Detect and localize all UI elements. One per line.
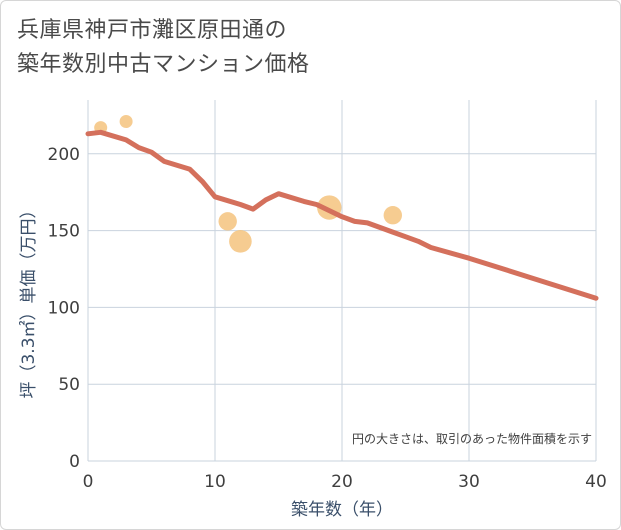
data-bubble (119, 115, 133, 129)
data-bubble (383, 206, 402, 225)
y-tick-label: 50 (58, 375, 80, 395)
y-tick-label: 0 (69, 452, 80, 472)
x-tick-labels: 0 10 20 30 40 (83, 472, 607, 492)
size-note: 円の大きさは、取引のあった物件面積を示す (352, 431, 592, 446)
x-tick-label: 10 (204, 472, 226, 492)
x-tick-label: 40 (585, 472, 607, 492)
chart-title-line-1: 兵庫県神戸市灘区原田通の (17, 18, 288, 43)
data-bubble (229, 230, 252, 253)
data-bubble (218, 212, 237, 231)
y-gridlines (88, 153, 596, 462)
y-tick-label: 150 (48, 222, 80, 242)
x-tick-label: 30 (458, 472, 480, 492)
y-tick-label: 200 (48, 145, 80, 165)
chart-title: 兵庫県神戸市灘区原田通の 築年数別中古マンション価格 (17, 14, 310, 82)
x-tick-label: 20 (331, 472, 353, 492)
x-tick-label: 0 (83, 472, 94, 492)
y-tick-label: 100 (48, 298, 80, 318)
x-gridlines (87, 100, 597, 461)
trend-line (85, 129, 599, 301)
x-axis-label: 築年数（年） (291, 500, 393, 520)
y-axis-label: 坪（3.3㎡）単価（万円） (19, 201, 39, 398)
y-tick-labels: 0 50 100 150 200 (48, 145, 80, 472)
chart-title-line-2: 築年数別中古マンション価格 (17, 52, 310, 77)
